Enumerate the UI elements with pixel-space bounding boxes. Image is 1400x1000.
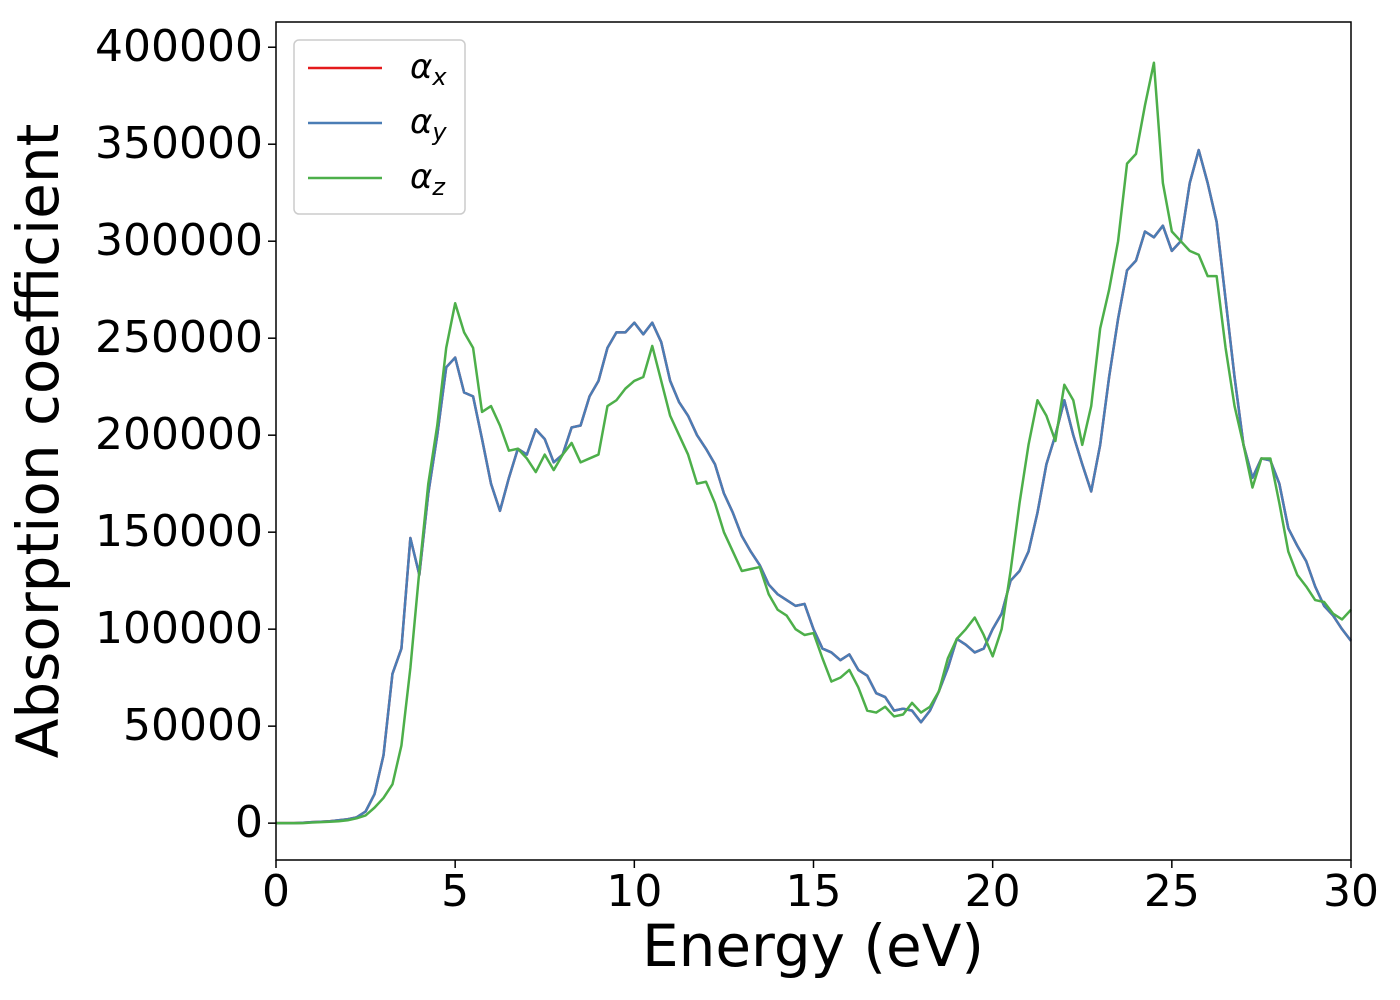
x-tick-label: 25 [1144, 866, 1200, 917]
legend-label: αz [410, 157, 446, 202]
y-tick-label: 350000 [95, 118, 263, 169]
x-tick-label: 15 [786, 866, 842, 917]
legend: αx αy αz [293, 39, 466, 215]
y-tick-label: 200000 [95, 409, 263, 460]
x-tick-label: 30 [1323, 866, 1379, 917]
y-tick-label: 250000 [95, 312, 263, 363]
plot-frame [275, 21, 1352, 861]
x-tick-label: 20 [965, 866, 1021, 917]
y-tick-label: 50000 [123, 700, 263, 751]
series-line [276, 61, 1352, 825]
legend-box [293, 39, 466, 215]
x-tick-label: 5 [441, 866, 469, 917]
y-tick-label: 300000 [95, 215, 263, 266]
y-tick-label: 100000 [95, 603, 263, 654]
legend-label: αx [410, 47, 447, 92]
series-line [276, 148, 1352, 825]
x-tick-label: 0 [262, 866, 290, 917]
y-tick-label: 400000 [95, 21, 263, 72]
x-tick-label: 10 [606, 866, 662, 917]
legend-label: αy [410, 102, 447, 147]
x-axis-label: Energy (eV) [642, 912, 984, 980]
y-tick-label: 0 [235, 797, 263, 848]
y-axis-label: Absorption coefficient [4, 124, 72, 759]
y-tick-label: 150000 [95, 506, 263, 557]
